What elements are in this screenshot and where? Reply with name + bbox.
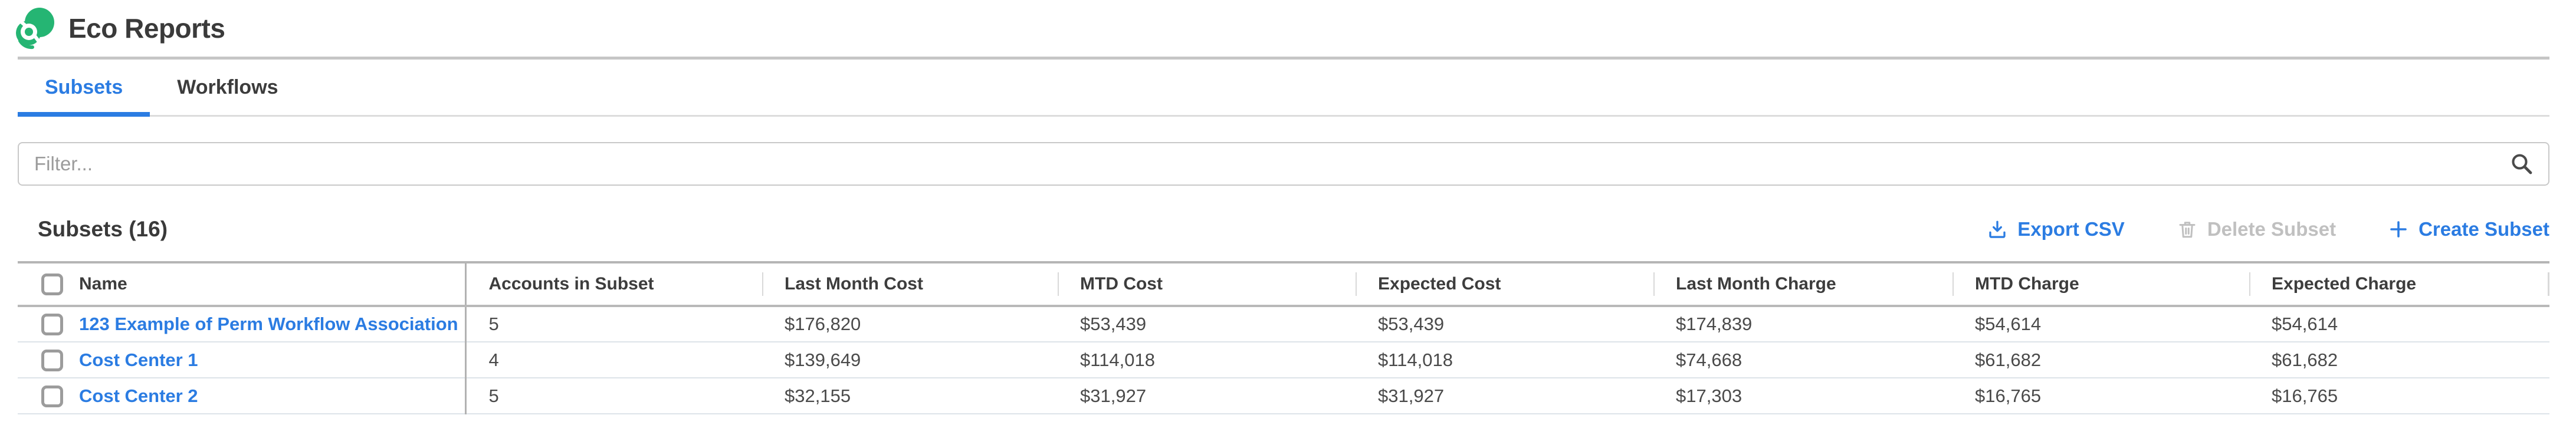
last-month-charge-cell: $74,668 <box>1653 342 1952 378</box>
create-subset-label: Create Subset <box>2419 218 2549 240</box>
accounts-in-subset-cell: 4 <box>465 342 762 378</box>
search-icon <box>2512 154 2532 174</box>
delete-subset-label: Delete Subset <box>2207 218 2337 240</box>
table-row: Cost Center 2 5 $32,155 $31,927 $31,927 … <box>18 378 2549 414</box>
subset-name-link[interactable]: Cost Center 2 <box>79 385 198 406</box>
export-csv-label: Export CSV <box>2017 218 2125 240</box>
tab-subsets[interactable]: Subsets <box>18 60 150 117</box>
table-header-row: Name Accounts in Subset Last Month Cost … <box>18 261 2549 307</box>
expected-charge-cell: $61,682 <box>2249 342 2549 378</box>
last-month-charge-cell: $17,303 <box>1653 378 1952 414</box>
row-checkbox[interactable] <box>41 314 63 336</box>
expected-cost-cell: $31,927 <box>1356 378 1653 414</box>
select-all-checkbox[interactable] <box>41 273 63 295</box>
mtd-cost-cell: $53,439 <box>1058 306 1356 342</box>
row-checkbox[interactable] <box>41 349 63 371</box>
subsets-count-heading: Subsets (16) <box>38 217 168 241</box>
last-month-cost-cell: $176,820 <box>762 306 1058 342</box>
last-month-charge-cell: $174,839 <box>1653 306 1952 342</box>
subset-name-link[interactable]: Cost Center 1 <box>79 349 198 370</box>
mtd-charge-cell: $61,682 <box>1952 342 2249 378</box>
create-subset-button[interactable]: Create Subset <box>2388 218 2549 240</box>
column-header-name[interactable]: Name <box>71 261 467 307</box>
expected-charge-cell: $16,765 <box>2249 378 2549 414</box>
filter-bar <box>18 142 2549 186</box>
export-csv-button[interactable]: Export CSV <box>1987 218 2125 240</box>
column-header-last-month-cost[interactable]: Last Month Cost <box>762 261 1058 307</box>
subsets-table: Name Accounts in Subset Last Month Cost … <box>18 261 2549 414</box>
mtd-charge-cell: $54,614 <box>1952 306 2249 342</box>
app-header: Eco Reports <box>0 0 2576 57</box>
column-header-last-month-charge[interactable]: Last Month Charge <box>1653 261 1952 307</box>
mtd-cost-cell: $31,927 <box>1058 378 1356 414</box>
column-header-accounts[interactable]: Accounts in Subset <box>465 261 762 307</box>
last-month-cost-cell: $139,649 <box>762 342 1058 378</box>
subsets-toolbar: Subsets (16) Export CSV Delete Subset Cr… <box>18 216 2549 242</box>
accounts-in-subset-cell: 5 <box>465 378 762 414</box>
download-icon <box>1989 220 2006 238</box>
filter-input[interactable] <box>18 142 2549 186</box>
column-header-expected-charge[interactable]: Expected Charge <box>2249 261 2549 307</box>
expected-cost-cell: $114,018 <box>1356 342 1653 378</box>
plus-icon <box>2390 221 2407 238</box>
expected-cost-cell: $53,439 <box>1356 306 1653 342</box>
tab-workflows[interactable]: Workflows <box>177 75 278 98</box>
row-checkbox[interactable] <box>41 385 63 407</box>
table-body: 123 Example of Perm Workflow Association… <box>18 306 2549 414</box>
column-header-mtd-cost[interactable]: MTD Cost <box>1058 261 1356 307</box>
expected-charge-cell: $54,614 <box>2249 306 2549 342</box>
subset-name-link[interactable]: 123 Example of Perm Workflow Association <box>79 314 458 334</box>
last-month-cost-cell: $32,155 <box>762 378 1058 414</box>
tab-bar: Subsets Workflows <box>18 60 2549 117</box>
trash-icon <box>2179 222 2196 238</box>
toolbar-actions: Export CSV Delete Subset Create Subset <box>1987 218 2549 240</box>
table-row: 123 Example of Perm Workflow Association… <box>18 306 2549 342</box>
page-title: Eco Reports <box>68 13 225 44</box>
eco-reports-logo-icon <box>13 8 54 50</box>
table-row: Cost Center 1 4 $139,649 $114,018 $114,0… <box>18 342 2549 378</box>
mtd-cost-cell: $114,018 <box>1058 342 1356 378</box>
delete-subset-button[interactable]: Delete Subset <box>2177 218 2336 240</box>
accounts-in-subset-cell: 5 <box>465 306 762 342</box>
column-header-expected-cost[interactable]: Expected Cost <box>1356 261 1653 307</box>
header-divider <box>18 57 2549 60</box>
mtd-charge-cell: $16,765 <box>1952 378 2249 414</box>
column-header-mtd-charge[interactable]: MTD Charge <box>1952 261 2249 307</box>
